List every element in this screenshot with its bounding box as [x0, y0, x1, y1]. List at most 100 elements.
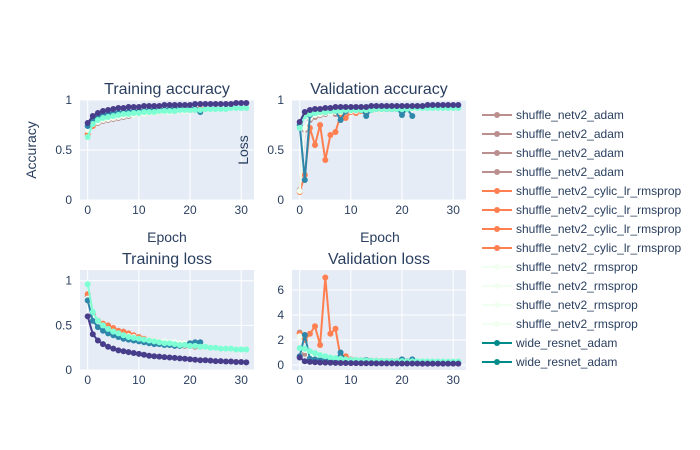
legend-swatch-marker [494, 359, 500, 365]
subplot-3-series-6-point [135, 350, 142, 357]
legend-label: shuffle_netv2_rmsprop [516, 279, 638, 293]
legend-swatch-marker [494, 245, 500, 251]
subplot-1-series-6-point [187, 102, 193, 108]
subplot-4-series-5-point [296, 345, 303, 352]
subplot-1-series-5-point [156, 108, 163, 114]
legend-item: shuffle_netv2_adam [482, 146, 624, 160]
subplot-1-series-5-point [84, 134, 91, 140]
subplot-1-series-5-point [110, 113, 117, 119]
subplot-3-series-6-point [125, 349, 132, 356]
subplot-1-series-6-point [130, 104, 137, 110]
subplot-3-series-5-point [120, 332, 127, 339]
subplot-4-series-6-point [450, 360, 457, 367]
subplot-3-series-5-point [171, 341, 178, 348]
subplot-1-title: Training accuracy [104, 81, 230, 98]
legend-item: shuffle_netv2_rmsprop [482, 317, 638, 331]
subplot-4-series-2-point [327, 330, 334, 337]
subplot-1-x-tick-label: 20 [183, 203, 197, 217]
subplot-2-series-6-point [373, 103, 380, 109]
subplot-3-series-5-point [151, 338, 158, 345]
subplot-3-series-5-point [192, 342, 199, 349]
subplot-2-series-6-point [342, 104, 349, 110]
subplot-1-y-tick-label: 0 [65, 193, 72, 207]
subplot-2-series-4-point [399, 112, 405, 118]
subplot-2-y-tick-label: 0.5 [267, 143, 284, 157]
subplot-4-series-6-point [419, 360, 426, 367]
subplot-3-series-6-point [94, 337, 101, 344]
subplot-4-series-6-point [445, 360, 452, 367]
subplot-3-series-6-point [100, 341, 106, 348]
subplot-1-series-5-point [125, 111, 132, 117]
subplot-4-series-5-point [317, 352, 324, 358]
subplot-2-x-tick-label: 10 [344, 203, 358, 217]
subplot-1-series-6-point [222, 101, 229, 107]
subplot-1-series-6-point [146, 103, 153, 109]
subplot-4-y-tick-label: 0 [277, 358, 284, 372]
subplot-1-series-5-point [202, 106, 209, 112]
subplot-4-series-6 [296, 354, 462, 367]
subplot-3-y-tick-label: 0 [65, 363, 72, 377]
subplot-2-x-tick-label: 20 [395, 203, 409, 217]
subplot-4-series-6-point [358, 360, 365, 367]
subplot-1-series-5-point [94, 117, 101, 123]
subplot-4-series-6-point [373, 360, 380, 367]
subplot-1-x-axis-label: Epoch [147, 229, 187, 245]
subplot-3-series-5-point [100, 322, 106, 329]
subplot-3-series-5-point [110, 328, 117, 335]
subplot-3-series-6-point [181, 355, 188, 362]
subplot-2-series-6-point [306, 107, 313, 113]
subplot-2-title: Validation accuracy [310, 81, 448, 98]
legend-item: wide_resnet_adam [482, 355, 617, 369]
subplot-3-series-6-point [171, 354, 178, 361]
subplot-4-series-6-point [388, 360, 395, 367]
subplot-4-series-6-point [383, 360, 390, 367]
subplot-3-series-5-point [161, 340, 168, 347]
subplot-4-series-4-point [337, 349, 344, 356]
subplot-1-series-5-point [222, 106, 229, 112]
legend-swatch-marker [494, 340, 500, 346]
subplot-4-series-6-point [399, 360, 405, 367]
subplot-1-series-6-point [233, 100, 240, 106]
subplot-2-series-2-point [342, 115, 349, 121]
subplot-1-series-6-point [115, 105, 122, 111]
legend-label: shuffle_netv2_adam [516, 165, 624, 179]
subplot-2-x-axis-label: Epoch [360, 229, 400, 245]
legend-label: shuffle_netv2_cylic_lr_rmsprop [516, 184, 682, 198]
subplot-1-series-5-point [181, 107, 188, 113]
subplot-1-series-6-point [228, 101, 234, 107]
legend-item: wide_resnet_adam [482, 336, 617, 350]
legend-swatch-marker [494, 302, 500, 308]
legend-item: shuffle_netv2_rmsprop [482, 279, 638, 293]
subplot-3-series-5-point [146, 337, 153, 344]
subplot-4-x-tick-label: 20 [395, 373, 409, 387]
subplot-1-series-5-point [161, 108, 168, 114]
subplot-2-series-6-point [445, 102, 452, 108]
subplot-2-series-6-point [322, 105, 329, 111]
subplot-3-plot-area [80, 270, 254, 370]
subplot-4-series-6-point [322, 359, 329, 366]
subplot-4-x-tick-label: 0 [296, 373, 303, 387]
subplot-2-series-4-point [337, 117, 344, 123]
subplot-3-series-6-point [217, 358, 224, 365]
subplot-4-y-tick-label: 2 [277, 333, 284, 347]
subplot-2-series-2-point [332, 129, 339, 135]
subplot-1-series-6-point [217, 101, 224, 107]
subplot-2-series-4-point [301, 177, 308, 183]
subplot-1-series-6-point [171, 102, 178, 108]
subplot-1-series-5-point [243, 105, 250, 111]
legend-item: shuffle_netv2_rmsprop [482, 260, 638, 274]
subplot-4-series-6-point [368, 360, 375, 367]
subplot-4-series-5-point [301, 345, 308, 352]
legend-swatch-marker [494, 169, 500, 175]
subplot-1-series-6-point [197, 101, 204, 107]
legend-label: shuffle_netv2_cylic_lr_rmsprop [516, 203, 682, 217]
subplot-4-series-6-point [393, 360, 400, 367]
legend-label: shuffle_netv2_rmsprop [516, 260, 638, 274]
subplot-1-series-5-point [217, 106, 224, 112]
subplot-2-series-6-point [383, 103, 390, 109]
subplot-4-series-2-point [322, 274, 329, 281]
legend-label: shuffle_netv2_cylic_lr_rmsprop [516, 241, 682, 255]
subplot-1-y-tick-label: 1 [65, 93, 72, 107]
subplot-3-series-6-point [166, 354, 173, 361]
